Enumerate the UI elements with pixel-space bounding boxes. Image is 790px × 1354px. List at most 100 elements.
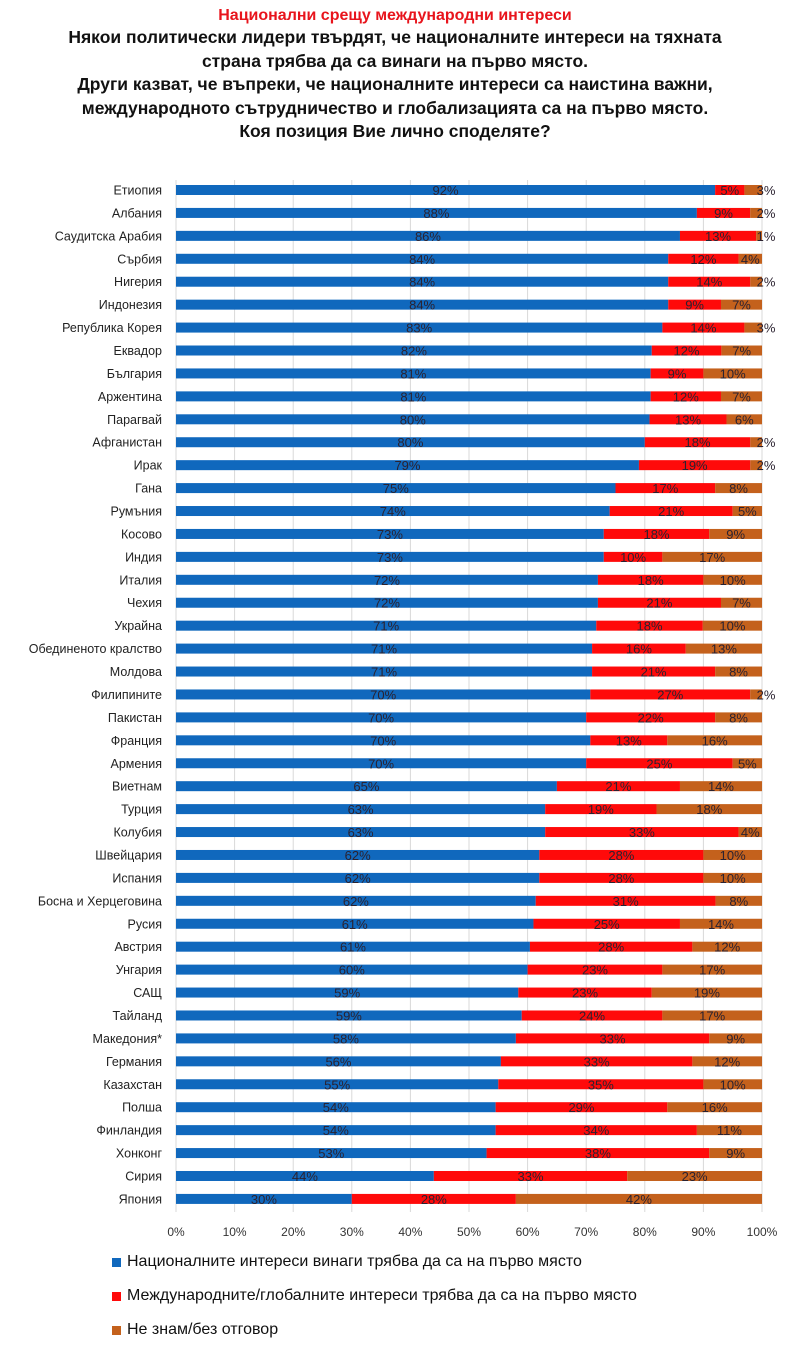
bar-national bbox=[176, 437, 645, 448]
bar-dont_know bbox=[703, 368, 762, 379]
legend-item-dont-know: Не знам/без отговор bbox=[112, 1320, 637, 1340]
data-label-dont_know: 17% bbox=[699, 1008, 725, 1023]
bar-national bbox=[176, 1193, 352, 1204]
bar-international bbox=[351, 1193, 516, 1204]
data-label-dont_know: 7% bbox=[732, 596, 751, 611]
x-tick-label: 10% bbox=[223, 1225, 247, 1239]
category-label: Колубия bbox=[113, 826, 162, 840]
data-label-dont_know: 8% bbox=[729, 481, 748, 496]
bar-international bbox=[518, 987, 652, 998]
data-label-national: 72% bbox=[374, 596, 400, 611]
data-label-national: 44% bbox=[292, 1169, 318, 1184]
bar-international bbox=[495, 1102, 668, 1113]
bar-dont_know bbox=[679, 918, 762, 929]
legend-item-national: Националните интереси винаги трябва да с… bbox=[112, 1252, 637, 1272]
data-label-national: 62% bbox=[345, 871, 371, 886]
category-label: Еквадор bbox=[114, 344, 163, 358]
bar-international bbox=[586, 758, 733, 769]
bar-dont_know bbox=[662, 1010, 762, 1021]
data-label-dont_know: 4% bbox=[741, 252, 760, 267]
bar-dont_know bbox=[709, 1033, 762, 1044]
data-label-dont_know: 6% bbox=[735, 412, 754, 427]
category-label: Украйна bbox=[114, 619, 162, 633]
data-label-dont_know: 5% bbox=[738, 504, 757, 519]
bar-dont_know bbox=[726, 414, 762, 425]
bar-dont_know bbox=[662, 964, 762, 975]
data-label-national: 70% bbox=[370, 733, 396, 748]
data-label-dont_know: 10% bbox=[720, 848, 746, 863]
data-label-international: 23% bbox=[582, 963, 608, 978]
data-label-national: 54% bbox=[323, 1123, 349, 1138]
data-label-national: 62% bbox=[343, 894, 369, 909]
category-label: Босна и Херцеговина bbox=[38, 894, 162, 908]
category-label: Албания bbox=[112, 206, 162, 220]
category-label: Виетнам bbox=[112, 780, 162, 794]
bar-dont_know bbox=[720, 299, 762, 310]
category-label: Сирия bbox=[125, 1169, 162, 1183]
chart-header: Национални срещу международни интереси Н… bbox=[0, 6, 790, 144]
bar-dont_know bbox=[703, 849, 762, 860]
data-label-national: 70% bbox=[370, 687, 396, 702]
bar-national bbox=[176, 574, 598, 585]
bar-dont_know bbox=[679, 781, 762, 792]
category-label: Молдова bbox=[110, 665, 162, 679]
data-label-national: 71% bbox=[373, 619, 399, 634]
bar-international bbox=[486, 1148, 710, 1159]
data-label-national: 82% bbox=[401, 344, 427, 359]
bar-international bbox=[668, 253, 739, 264]
question-line: Други казват, че въпреки, че националнит… bbox=[77, 74, 713, 94]
bar-international bbox=[596, 620, 703, 631]
x-tick-label: 100% bbox=[747, 1225, 778, 1239]
bar-dont_know bbox=[720, 597, 762, 608]
data-label-international: 28% bbox=[608, 848, 634, 863]
bar-dont_know bbox=[738, 253, 762, 264]
data-label-international: 9% bbox=[685, 298, 704, 313]
bar-national bbox=[176, 551, 604, 562]
data-label-international: 9% bbox=[668, 366, 687, 381]
bar-international bbox=[592, 666, 716, 677]
bar-international bbox=[651, 345, 722, 356]
data-label-international: 19% bbox=[588, 802, 614, 817]
bar-international bbox=[597, 574, 704, 585]
data-label-international: 12% bbox=[690, 252, 716, 267]
data-label-national: 53% bbox=[318, 1146, 344, 1161]
data-label-national: 80% bbox=[400, 412, 426, 427]
category-label: Афганистан bbox=[92, 436, 162, 450]
x-tick-label: 0% bbox=[167, 1225, 185, 1239]
bar-dont_know bbox=[732, 506, 762, 517]
data-label-dont_know: 14% bbox=[708, 779, 734, 794]
data-label-dont_know: 13% bbox=[711, 642, 737, 657]
bar-national bbox=[176, 941, 530, 952]
data-label-national: 88% bbox=[423, 206, 449, 221]
data-label-national: 80% bbox=[397, 435, 423, 450]
data-label-national: 71% bbox=[371, 665, 397, 680]
bar-international bbox=[650, 391, 721, 402]
data-label-international: 23% bbox=[572, 986, 598, 1001]
data-label-international: 13% bbox=[616, 733, 642, 748]
bar-dont_know bbox=[715, 895, 762, 906]
data-label-international: 12% bbox=[673, 389, 699, 404]
bar-dont_know bbox=[692, 941, 762, 952]
bar-dont_know bbox=[750, 207, 762, 218]
bar-international bbox=[539, 849, 704, 860]
data-label-dont_know: 3% bbox=[757, 183, 776, 198]
data-label-national: 70% bbox=[368, 756, 394, 771]
x-tick-label: 20% bbox=[281, 1225, 305, 1239]
data-label-national: 72% bbox=[374, 573, 400, 588]
data-label-dont_know: 19% bbox=[694, 986, 720, 1001]
bar-international bbox=[515, 1033, 710, 1044]
legend-label-dont-know: Не знам/без отговор bbox=[127, 1321, 279, 1338]
category-label: Сърбия bbox=[117, 252, 162, 266]
data-label-international: 9% bbox=[714, 206, 733, 221]
bar-international bbox=[679, 230, 757, 241]
bar-dont_know bbox=[696, 1125, 762, 1136]
bar-national bbox=[176, 185, 716, 195]
data-label-dont_know: 10% bbox=[720, 871, 746, 886]
category-label: Армения bbox=[111, 757, 163, 771]
bar-national bbox=[176, 620, 597, 631]
category-label: Нигерия bbox=[114, 275, 162, 289]
data-label-international: 29% bbox=[568, 1100, 594, 1115]
category-label: Италия bbox=[119, 573, 162, 587]
x-tick-label: 60% bbox=[516, 1225, 540, 1239]
data-label-national: 75% bbox=[383, 481, 409, 496]
